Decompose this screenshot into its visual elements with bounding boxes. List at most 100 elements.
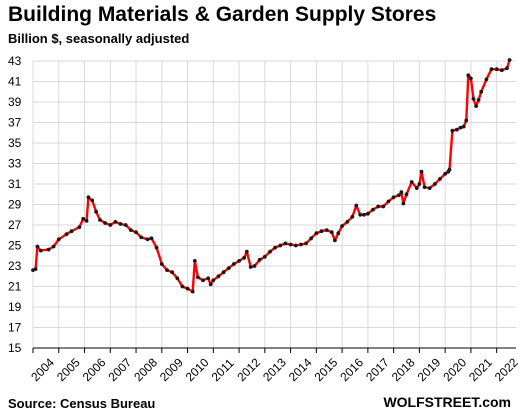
source-note: Source: Census Bureau	[8, 396, 156, 411]
x-tick-label: 2018	[389, 355, 418, 384]
axes	[32, 347, 516, 353]
data-point	[216, 274, 221, 279]
data-point	[293, 243, 298, 248]
data-point	[211, 278, 216, 283]
y-tick-label: 33	[8, 157, 22, 171]
data-point	[81, 216, 86, 221]
series-line	[32, 59, 511, 293]
data-point	[505, 66, 509, 71]
data-point	[333, 238, 337, 243]
data-point	[299, 242, 303, 247]
data-point	[358, 212, 363, 217]
data-point	[90, 198, 95, 203]
data-point	[319, 229, 324, 234]
data-point	[362, 212, 366, 217]
data-point	[33, 267, 38, 271]
data-point	[499, 68, 504, 73]
x-tick-label: 2009	[157, 355, 186, 384]
data-point	[438, 177, 442, 181]
data-point	[329, 230, 334, 235]
data-point	[404, 192, 409, 197]
data-point	[180, 284, 185, 289]
x-tick-label: 2011	[209, 356, 237, 384]
data-point	[283, 241, 288, 246]
data-point	[226, 266, 231, 270]
data-point	[447, 167, 452, 172]
data-point	[154, 245, 159, 250]
data-point	[422, 185, 427, 190]
data-point	[56, 237, 61, 242]
data-point	[433, 182, 437, 186]
data-point	[170, 270, 175, 275]
data-point	[175, 276, 180, 281]
data-point	[427, 186, 432, 191]
data-point	[201, 278, 205, 283]
data-point	[479, 89, 484, 94]
data-point	[232, 262, 236, 266]
data-point	[354, 203, 359, 208]
data-point	[262, 254, 267, 259]
data-point	[309, 236, 314, 241]
y-axis-ticks: 15 17 19 21 23 25 27 29 31 33 35 37 39 41 43	[8, 54, 22, 355]
x-tick-label: 2004	[28, 355, 57, 384]
data-point	[399, 190, 404, 195]
data-point	[46, 247, 51, 252]
y-tick-label: 43	[8, 54, 22, 68]
x-tick-label: 2010	[183, 355, 212, 384]
data-point	[396, 193, 401, 198]
data-point	[159, 262, 164, 266]
data-point	[314, 231, 319, 236]
data-point	[134, 230, 138, 235]
chart-title: Building Materials & Garden Supply Store…	[8, 3, 437, 26]
data-point	[419, 169, 424, 174]
data-point	[86, 195, 91, 200]
data-point	[484, 77, 489, 82]
data-point	[192, 259, 197, 263]
y-tick-label: 41	[8, 75, 22, 89]
data-point	[242, 255, 247, 260]
data-point	[196, 275, 200, 280]
data-point	[145, 237, 150, 242]
data-point	[471, 97, 476, 101]
data-point	[466, 73, 471, 78]
data-point	[149, 236, 154, 241]
data-point	[417, 182, 422, 186]
data-point	[252, 264, 257, 268]
data-point	[464, 118, 469, 123]
y-tick-label: 29	[8, 198, 22, 212]
data-point	[244, 249, 249, 254]
y-tick-label: 39	[8, 95, 22, 109]
data-point	[336, 231, 341, 236]
x-tick-label: 2015	[312, 355, 341, 384]
data-point	[507, 58, 512, 62]
data-point	[185, 286, 190, 291]
y-tick-label: 23	[8, 259, 22, 273]
data-point	[84, 219, 89, 223]
data-point	[494, 67, 499, 72]
x-tick-label: 2022	[492, 355, 521, 384]
data-point	[108, 223, 113, 227]
data-point	[414, 186, 419, 191]
data-point	[454, 127, 459, 132]
data-point	[371, 207, 375, 212]
data-point	[350, 214, 355, 219]
y-tick-label: 15	[8, 341, 22, 355]
data-point	[38, 248, 43, 253]
data-point	[51, 244, 56, 249]
x-tick-label: 2020	[440, 355, 469, 384]
x-tick-label: 2017	[363, 355, 392, 384]
data-point	[278, 243, 283, 248]
data-point	[469, 76, 473, 81]
data-point	[94, 209, 98, 214]
data-point	[118, 222, 123, 226]
y-tick-label: 19	[8, 300, 22, 314]
x-tick-label: 2012	[234, 355, 263, 384]
x-tick-label: 2013	[260, 355, 289, 384]
data-point	[409, 180, 414, 184]
data-point	[257, 257, 262, 262]
y-tick-label: 25	[8, 239, 22, 253]
data-point	[64, 232, 69, 237]
x-axis-ticks: 2004200520062007200820092010201120122013…	[28, 355, 521, 384]
data-point	[443, 171, 448, 176]
